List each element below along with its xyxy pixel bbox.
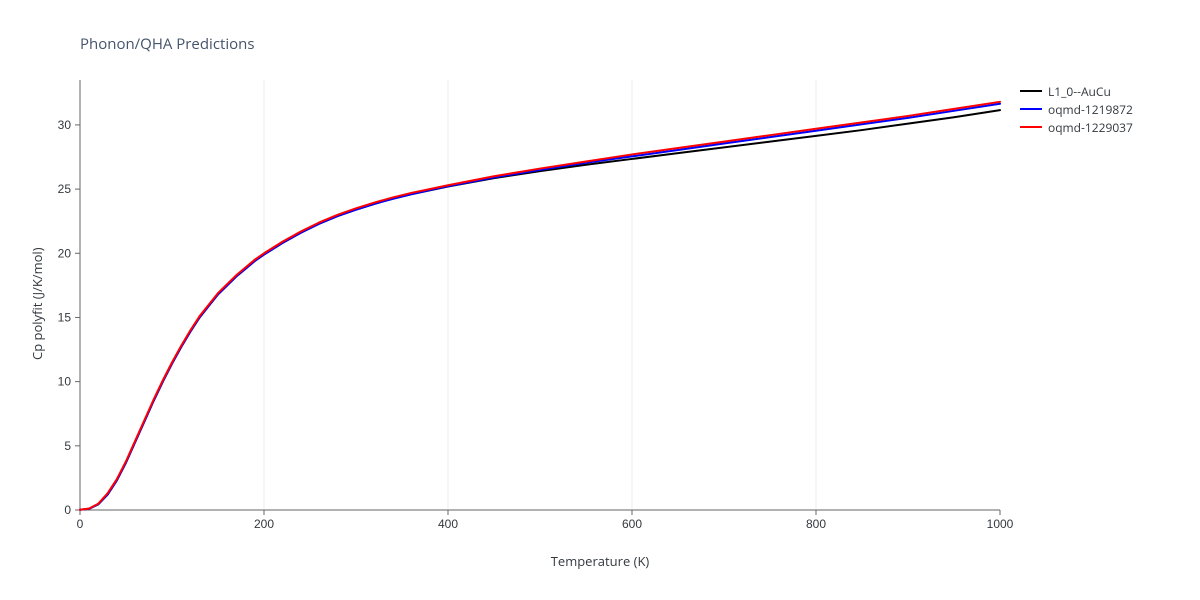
x-tick-label: 0 <box>77 517 84 531</box>
y-tick-label: 15 <box>58 310 72 324</box>
x-tick-label: 400 <box>438 517 458 531</box>
series-line <box>80 102 1000 510</box>
y-tick-label: 20 <box>58 246 72 260</box>
legend-swatch <box>1020 90 1042 92</box>
legend-item[interactable]: oqmd-1229037 <box>1020 118 1133 136</box>
series-line <box>80 104 1000 510</box>
x-tick-label: 1000 <box>987 517 1014 531</box>
y-tick-label: 30 <box>58 118 72 132</box>
legend-item[interactable]: L1_0--AuCu <box>1020 82 1133 100</box>
chart-legend: L1_0--AuCuoqmd-1219872oqmd-1229037 <box>1020 82 1133 136</box>
x-tick-label: 200 <box>254 517 274 531</box>
legend-label: oqmd-1229037 <box>1048 119 1133 136</box>
legend-label: L1_0--AuCu <box>1048 83 1111 100</box>
y-tick-label: 25 <box>58 182 72 196</box>
legend-label: oqmd-1219872 <box>1048 101 1133 118</box>
legend-swatch <box>1020 126 1042 128</box>
y-tick-label: 10 <box>58 375 72 389</box>
y-tick-label: 0 <box>64 503 71 517</box>
y-tick-label: 5 <box>64 439 71 453</box>
y-axis-label: Cp polyfit (J/K/mol) <box>28 247 46 360</box>
x-tick-label: 800 <box>806 517 826 531</box>
x-tick-label: 600 <box>622 517 642 531</box>
legend-item[interactable]: oqmd-1219872 <box>1020 100 1133 118</box>
legend-swatch <box>1020 108 1042 110</box>
x-axis-label: Temperature (K) <box>0 552 1200 570</box>
